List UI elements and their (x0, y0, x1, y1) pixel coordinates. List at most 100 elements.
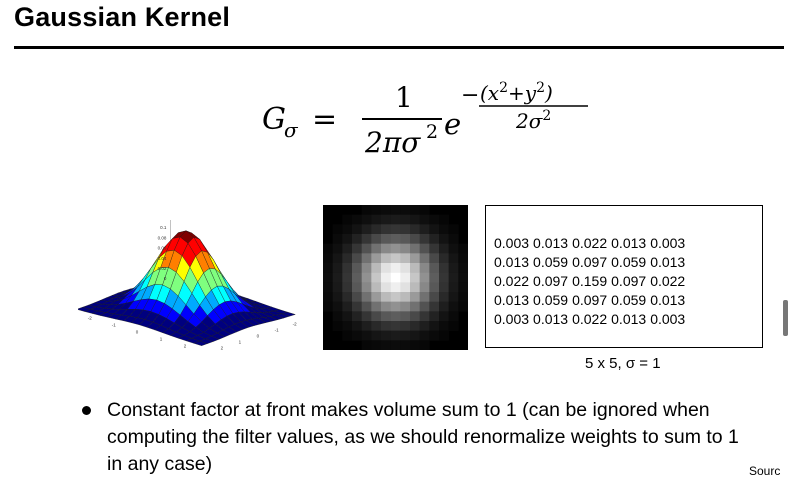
kernel-image-pixel (390, 253, 401, 264)
kernel-image-pixel (361, 321, 372, 331)
kernel-matrix-cell: 0.022 (572, 235, 608, 251)
kernel-image-pixel (439, 272, 449, 283)
kernel-image-pixel (361, 224, 372, 235)
kernel-image-pixel (323, 243, 333, 254)
kernel-image-pixel (439, 292, 449, 302)
plot-z-tick-label: 0.08 (158, 235, 167, 240)
kernel-image-pixel (371, 301, 382, 312)
plot-y-tick-label: -1 (275, 327, 279, 332)
kernel-image-pixel (342, 301, 353, 312)
kernel-image-pixel (419, 292, 430, 302)
kernel-image-pixel (419, 330, 430, 341)
kernel-image-pixel (429, 243, 440, 254)
kernel-matrix-cell: 0.059 (611, 292, 647, 308)
kernel-image-pixel (371, 205, 382, 215)
plot-surface (78, 230, 296, 346)
kernel-image-pixel (381, 282, 391, 293)
kernel-image-pixel (410, 340, 420, 350)
kernel-image-pixel (390, 292, 401, 302)
kernel-image-pixel (361, 311, 372, 322)
kernel-image-pixel (352, 234, 362, 244)
kernel-image-pixel (419, 301, 430, 312)
kernel-image-pixel (419, 224, 430, 235)
kernel-image-pixel (419, 272, 430, 283)
kernel-image-pixel (458, 243, 468, 254)
kernel-image-pixel (332, 224, 343, 235)
kernel-image-pixel (400, 214, 411, 225)
kernel-image-pixel (371, 234, 382, 244)
kernel-image-pixel (332, 282, 343, 293)
formula-denominator: 2πσ (364, 126, 421, 159)
kernel-image-pixel (400, 292, 411, 302)
kernel-image-pixel (458, 253, 468, 264)
kernel-image-pixel (332, 243, 343, 254)
bullet-dot-icon (82, 406, 91, 415)
kernel-matrix-row: 0.003 0.013 0.022 0.013 0.003 (494, 310, 689, 329)
kernel-image-pixel (429, 292, 440, 302)
kernel-image-pixel (332, 301, 343, 312)
kernel-image-pixel (400, 205, 411, 215)
kernel-image-pixel (419, 263, 430, 273)
kernel-image-pixel (371, 311, 382, 322)
kernel-image-pixel (410, 321, 420, 331)
plot-y-tick-label: 2 (221, 345, 224, 350)
kernel-image-pixel (390, 321, 401, 331)
kernel-image-pixel (361, 292, 372, 302)
kernel-image-pixel (458, 282, 468, 293)
kernel-image-pixel (419, 282, 430, 293)
kernel-image-pixel (439, 263, 449, 273)
kernel-image-pixel (381, 272, 391, 283)
kernel-image-pixel (390, 272, 401, 283)
kernel-image-pixel (352, 292, 362, 302)
kernel-image-pixel (323, 272, 333, 283)
kernel-image-pixel (400, 224, 411, 235)
kernel-image-pixel (439, 301, 449, 312)
kernel-matrix-cell: 0.022 (494, 273, 530, 289)
kernel-image-pixel (371, 224, 382, 235)
kernel-image-pixel (429, 282, 440, 293)
kernel-image-pixel (390, 263, 401, 273)
kernel-image-pixel (371, 340, 382, 350)
kernel-image-pixel (458, 292, 468, 302)
kernel-image-pixel (371, 321, 382, 331)
kernel-image-pixel (381, 340, 391, 350)
kernel-image-pixel (400, 234, 411, 244)
kernel-image-pixel (439, 330, 449, 341)
plot-z-tick-labels: 0.160.140.120.10.080.060.040.020 (158, 225, 167, 281)
kernel-image-pixel (342, 330, 353, 341)
kernel-image-pixel (400, 330, 411, 341)
kernel-image-pixel (448, 321, 459, 331)
kernel-image-pixel (342, 253, 353, 264)
plot-x-tick-label: 2 (184, 343, 187, 348)
kernel-image-pixel (390, 282, 401, 293)
kernel-image-pixel (323, 301, 333, 312)
kernel-image-pixel (332, 272, 343, 283)
formula-equals: = (312, 102, 337, 137)
kernel-image-pixel (352, 301, 362, 312)
kernel-image-pixel (439, 234, 449, 244)
kernel-image-pixel (410, 243, 420, 254)
kernel-image-pixel (381, 224, 391, 235)
kernel-matrix-cell: 0.013 (650, 292, 686, 308)
formula-exp-numerator: (x2+y2) (480, 80, 553, 105)
kernel-matrix-cell: 0.003 (650, 235, 686, 251)
kernel-image-pixel (419, 253, 430, 264)
kernel-image-pixel (439, 243, 449, 254)
kernel-image-pixel (390, 311, 401, 322)
kernel-image-pixel (361, 234, 372, 244)
kernel-image-pixel (448, 263, 459, 273)
kernel-matrix-cell: 0.013 (611, 235, 647, 251)
kernel-matrix-cell: 0.013 (650, 254, 686, 270)
kernel-image-pixel (371, 330, 382, 341)
plot-x-tick-label: 1 (160, 336, 163, 341)
plot-y-tick-label: 1 (239, 339, 242, 344)
kernel-image-pixel (400, 340, 411, 350)
plot-x-tick-label: -2 (88, 315, 92, 320)
kernel-image-pixel (390, 243, 401, 254)
kernel-image-pixel (381, 330, 391, 341)
kernel-image-pixel (361, 301, 372, 312)
kernel-image-pixel (400, 321, 411, 331)
kernel-image-pixel (332, 253, 343, 264)
plot-z-tick-label: 0.04 (158, 256, 167, 261)
kernel-image-pixel (332, 292, 343, 302)
